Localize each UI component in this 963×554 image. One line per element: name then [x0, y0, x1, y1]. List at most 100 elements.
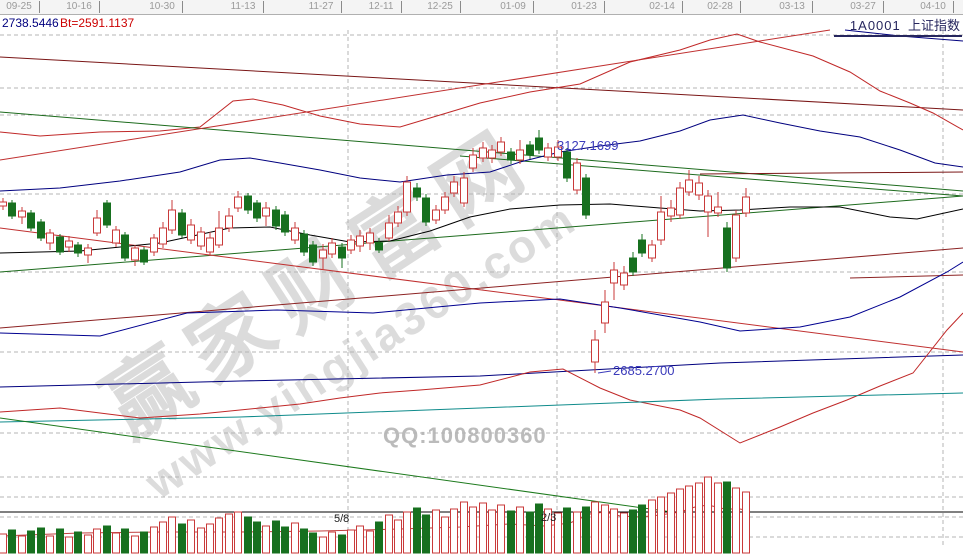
- volume-bar: [620, 512, 628, 554]
- date-tick: [341, 1, 342, 13]
- gann-green-mid: [459, 155, 963, 197]
- date-tick: [263, 1, 264, 13]
- candlestick-series: [0, 130, 750, 373]
- candle: [714, 206, 722, 214]
- ma-black: [0, 203, 963, 254]
- volume-bar: [291, 522, 299, 554]
- candle: [281, 214, 289, 233]
- candle: [704, 195, 712, 213]
- date-tick: [812, 1, 813, 13]
- candle: [347, 239, 355, 251]
- candle: [93, 217, 101, 234]
- candle: [18, 210, 26, 218]
- volume-bar: [497, 504, 505, 554]
- candle: [554, 146, 562, 158]
- volume-bar: [563, 507, 571, 554]
- volume-bar: [356, 525, 364, 554]
- candle: [37, 221, 45, 239]
- volume-bar: [309, 532, 317, 554]
- volume-bar: [159, 521, 167, 554]
- candle: [178, 212, 186, 236]
- candle: [187, 224, 195, 241]
- volume-bar: [187, 519, 195, 554]
- date-label: 12-25: [427, 1, 453, 12]
- candle: [159, 227, 167, 245]
- volume-series: [0, 476, 750, 554]
- candle: [610, 269, 618, 284]
- candle: [103, 202, 111, 226]
- candle: [563, 151, 571, 179]
- annotation-leader-2685: [597, 370, 612, 374]
- volume-bar: [18, 535, 26, 554]
- volume-bar: [37, 527, 45, 554]
- candle: [8, 202, 16, 217]
- candle: [375, 242, 383, 251]
- volume-bar: [27, 530, 35, 554]
- candle: [497, 141, 505, 153]
- volume-bar: [582, 506, 590, 554]
- bt-value: Bt=2591.1137: [60, 16, 135, 30]
- date-tick: [953, 1, 954, 13]
- candle: [319, 249, 327, 259]
- annotations: 3127.1699 2685.2700 5/8 2/3: [334, 138, 674, 525]
- trend-red-descending: [0, 227, 963, 353]
- gann-resistance-upper: [0, 56, 963, 111]
- volume-bar: [610, 508, 618, 554]
- volume-bar: [535, 503, 543, 554]
- resistance-maroon-flat: [699, 171, 963, 175]
- date-label: 11-27: [308, 1, 334, 12]
- candle: [356, 235, 364, 247]
- candle: [695, 182, 703, 196]
- envelope-bottom-red: [0, 312, 963, 444]
- volume-bar: [74, 531, 82, 554]
- volume-bar: [338, 534, 346, 554]
- volume-bar: [441, 516, 449, 554]
- candle: [300, 233, 308, 253]
- volume-bar: [413, 507, 421, 554]
- candle: [112, 229, 120, 244]
- candle: [46, 232, 54, 244]
- volume-bar: [685, 485, 693, 554]
- candle: [667, 207, 675, 217]
- date-label: 01-09: [500, 1, 526, 12]
- volume-bar: [65, 536, 73, 554]
- volume-bar: [375, 521, 383, 554]
- candle: [291, 227, 299, 241]
- candle: [535, 137, 543, 151]
- volume-bar: [516, 506, 524, 554]
- date-label: 09-25: [6, 1, 32, 12]
- volume-bar: [140, 531, 148, 554]
- candle: [0, 201, 7, 207]
- candle: [723, 227, 731, 269]
- segment-darkred-right: [849, 274, 963, 279]
- volume-bar: [544, 508, 552, 554]
- stock-selector[interactable]: 1A0001 上证指数: [833, 15, 962, 37]
- volume-bar: [695, 482, 703, 554]
- candle: [742, 196, 750, 214]
- candle: [309, 244, 317, 263]
- candle: [676, 187, 684, 216]
- volume-bar: [197, 527, 205, 554]
- candle: [591, 339, 599, 363]
- date-tick: [401, 1, 402, 13]
- candle: [732, 214, 740, 259]
- volume-bar: [714, 482, 722, 554]
- volume-bar: [573, 511, 581, 554]
- volume-bar: [638, 504, 646, 554]
- candle: [620, 272, 628, 286]
- annotation-label: 2685.2700: [613, 363, 674, 378]
- volume-bar: [262, 525, 270, 554]
- candle: [526, 144, 534, 156]
- date-label: 03-27: [850, 1, 876, 12]
- volume-bar: [84, 534, 92, 554]
- candle: [272, 209, 280, 227]
- volume-bar: [366, 530, 374, 554]
- volume-bar: [676, 488, 684, 554]
- candle: [206, 237, 214, 253]
- candle: [140, 249, 148, 263]
- candle: [432, 209, 440, 221]
- candle: [488, 149, 496, 159]
- candle: [450, 181, 458, 194]
